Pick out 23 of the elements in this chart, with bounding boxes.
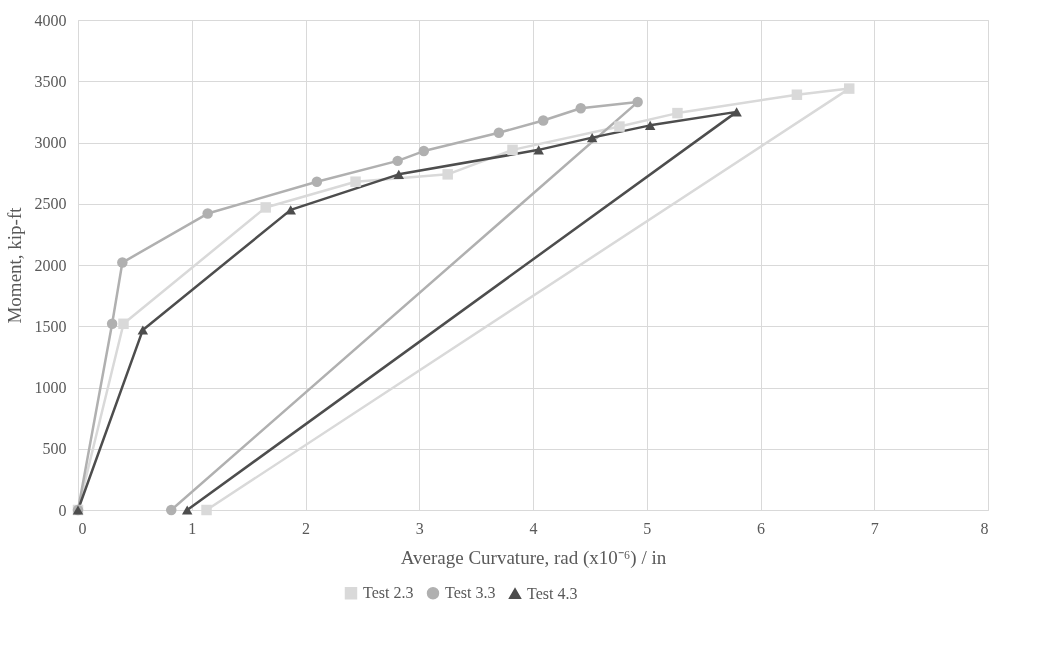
legend-label: Test 3.3 [445,584,496,602]
x-axis-title: Average Curvature, rad (x10⁻⁶) / in [400,546,667,569]
x-tick-label: 8 [980,519,989,537]
y-tick-label: 3500 [34,72,67,90]
x-tick-label: 0 [78,519,87,537]
y-tick-label: 1000 [34,379,67,396]
x-tick-label: 6 [757,519,765,537]
y-tick-label: 2500 [34,195,67,213]
y-tick-label: 1500 [34,317,67,335]
x-tick-label: 3 [415,519,424,537]
y-tick-label: 0 [58,501,67,519]
y-tick-label: 4000 [34,11,67,29]
y-tick-label: 3000 [34,134,67,151]
x-tick-label: 7 [870,519,879,537]
x-tick-label: 1 [188,519,197,537]
x-tick-label: 2 [302,519,310,537]
y-tick-label: 2000 [34,256,67,274]
x-tick-label: 4 [529,519,538,537]
x-tick-label: 5 [643,519,652,537]
y-tick-label: 500 [42,440,67,458]
y-axis-title: Moment, kip-ft [3,206,25,324]
legend-label: Test 2.3 [363,584,414,602]
legend-label: Test 4.3 [527,584,578,602]
